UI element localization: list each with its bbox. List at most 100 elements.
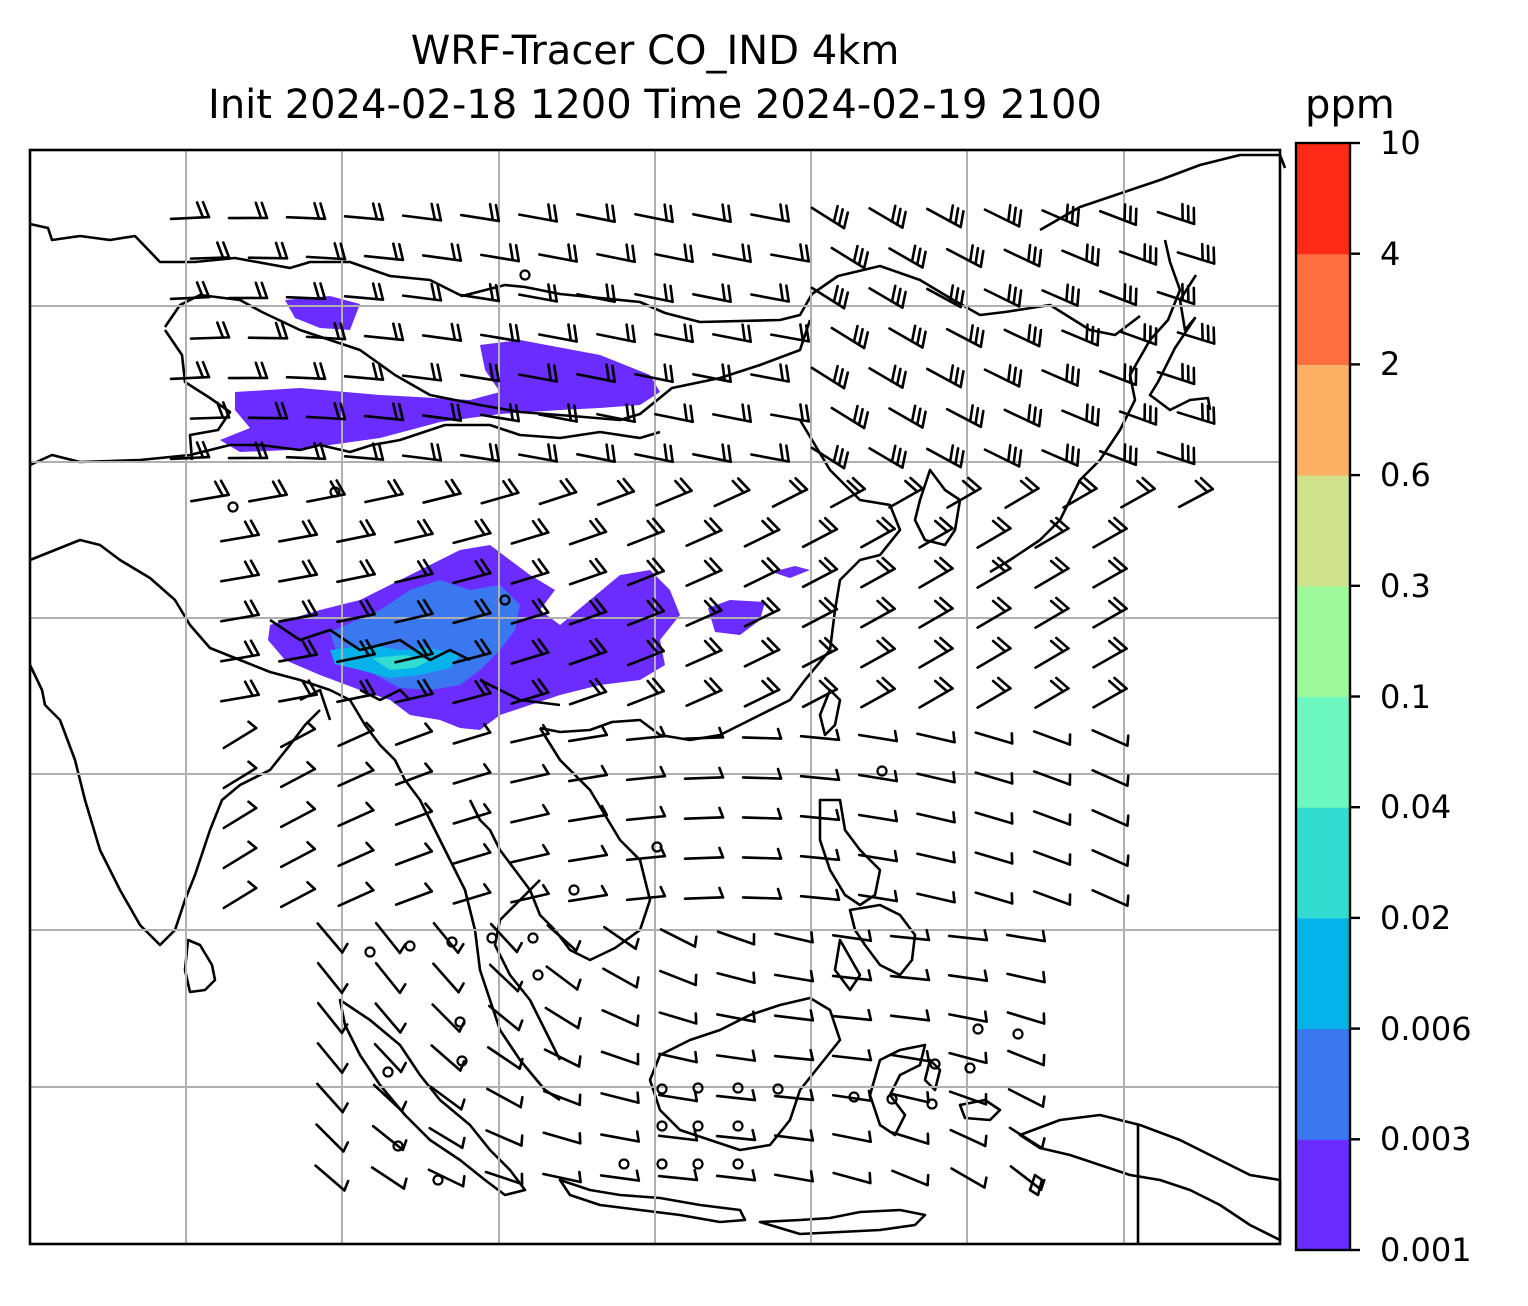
tracer-plume-5 (772, 566, 810, 578)
wind-barb (1091, 769, 1130, 787)
map-frame (28, 148, 1282, 1246)
wind-barb (741, 807, 783, 820)
coast-china-east (539, 419, 902, 742)
wind-barb (247, 241, 289, 260)
wind-barb (831, 1089, 873, 1103)
wind-barb (976, 636, 1012, 669)
wind-barb (683, 886, 725, 900)
wind-barb (801, 556, 839, 589)
wind-barb (916, 770, 956, 784)
colorbar-tick-label: 0.6 (1380, 456, 1431, 495)
wind-barb (716, 971, 756, 985)
wind-barb (596, 323, 636, 344)
coast-moluccas (923, 1058, 1044, 1197)
wind-barb (1118, 323, 1158, 346)
coast-indochina (468, 727, 652, 962)
wind-barb (1176, 322, 1216, 345)
wind-barb (916, 730, 956, 744)
wind-barb (278, 519, 318, 543)
wind-barb (741, 727, 783, 740)
wind-barb (773, 1088, 815, 1102)
wind-barb (247, 321, 289, 340)
wind-barb (427, 1168, 466, 1188)
wind-barb (685, 597, 723, 627)
wind-barb (948, 1090, 988, 1106)
wind-barb (976, 596, 1012, 629)
wind-barb (831, 929, 873, 943)
calm-marker (364, 946, 376, 958)
wind-barb (169, 440, 211, 461)
wind-barb (634, 283, 674, 304)
wind-barb (510, 843, 550, 864)
coast-luzon (818, 798, 882, 907)
calm-marker (568, 884, 580, 896)
wind-barb (394, 762, 434, 786)
wind-barb (857, 849, 899, 863)
wind-barb (394, 802, 434, 826)
wind-barb (285, 441, 327, 461)
wind-barb (452, 678, 492, 705)
colorbar-tick-label: 0.003 (1380, 1120, 1472, 1159)
wind-barb (227, 361, 269, 380)
wind-barb (486, 1087, 524, 1109)
wind-barb (627, 557, 665, 587)
wind-barb (1034, 516, 1070, 549)
wind-barb (799, 848, 841, 862)
wind-barb (546, 924, 582, 952)
map-gridlines (30, 150, 1280, 1244)
wind-barb (1176, 242, 1216, 265)
wind-barb (401, 202, 443, 222)
wind-barb (510, 638, 550, 665)
coast-lesser-sunda (758, 1208, 927, 1236)
wind-barb (279, 760, 317, 789)
wind-barb (1007, 1049, 1046, 1067)
wind-barb (888, 404, 927, 429)
wind-barb (219, 519, 261, 543)
wind-barb (315, 1123, 350, 1153)
wind-barb (459, 442, 501, 463)
wind-barb (1034, 636, 1070, 669)
calm-marker (964, 1062, 976, 1074)
wind-barb (337, 881, 375, 908)
wind-barb (868, 204, 907, 229)
wind-barb (683, 806, 725, 820)
wind-barb (596, 243, 636, 264)
wind-barb (452, 518, 492, 545)
wind-barb (925, 204, 965, 229)
wind-barb (316, 1042, 349, 1074)
wind-barb (916, 810, 956, 824)
wind-barb (769, 403, 811, 423)
wind-barb (305, 242, 347, 261)
wind-barb (1003, 403, 1043, 428)
calm-marker (651, 841, 663, 853)
wind-barb (510, 598, 550, 625)
wind-barb (891, 1169, 930, 1187)
wind-barb (227, 281, 269, 300)
wind-barb (576, 203, 616, 223)
wind-barb (947, 929, 989, 942)
wind-barb (1032, 730, 1072, 746)
wind-barb (769, 243, 811, 263)
calm-marker (404, 940, 416, 952)
wind-barb (918, 676, 954, 709)
wind-barb (285, 281, 327, 301)
wind-barb (518, 363, 558, 383)
wind-barb (305, 322, 347, 341)
wind-barb (857, 889, 899, 903)
colorbar (1294, 141, 1360, 1252)
wind-barb (741, 767, 783, 780)
wind-barb (830, 244, 870, 270)
calm-marker (972, 1023, 984, 1035)
wind-barb (1156, 282, 1196, 306)
wind-barb (799, 888, 841, 902)
colorbar-tick-label: 0.1 (1380, 677, 1431, 716)
colorbar-segment (1296, 475, 1350, 587)
calm-marker (732, 1158, 744, 1170)
wind-barb (576, 363, 616, 383)
coast-central-asia-north (29, 222, 1141, 337)
colorbar-segment (1296, 253, 1350, 365)
wind-barb (337, 841, 375, 868)
wind-barb (336, 519, 376, 544)
wind-barb (336, 559, 376, 584)
